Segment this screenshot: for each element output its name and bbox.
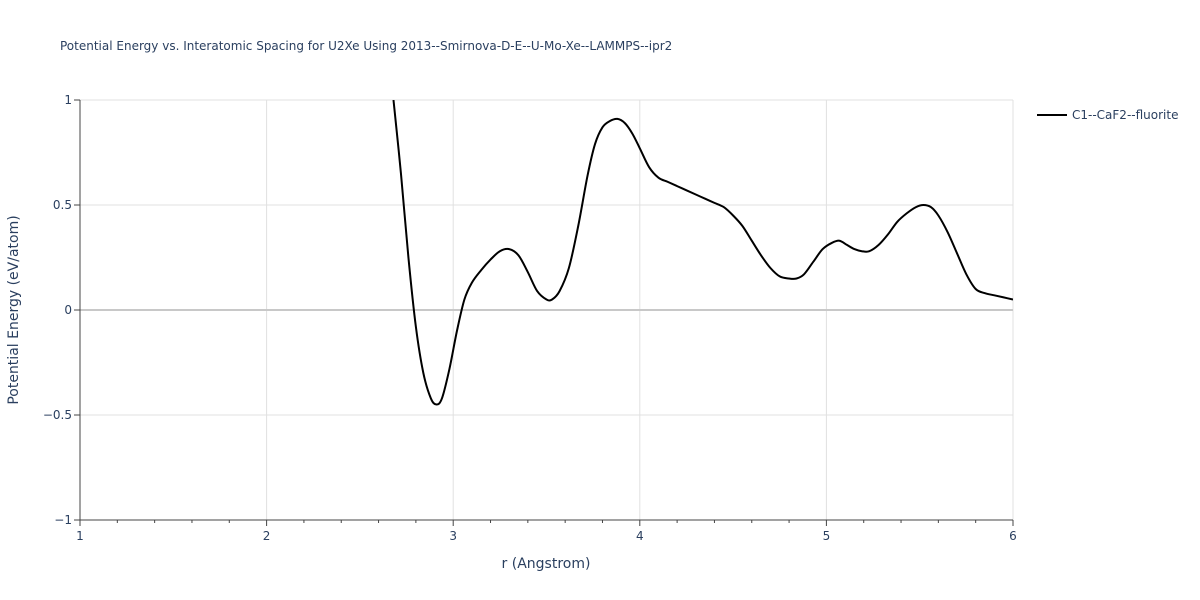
gridlines (80, 99, 1014, 520)
legend-label[interactable]: C1--CaF2--fluorite (1072, 108, 1178, 122)
x-tick-label: 6 (1009, 529, 1017, 543)
chart-title: Potential Energy vs. Interatomic Spacing… (60, 39, 672, 53)
series-line-0 (392, 100, 1013, 406)
y-axis-title: Potential Energy (eV/atom) (6, 215, 22, 404)
x-tick-label: 1 (76, 529, 84, 543)
x-tick-label: 2 (263, 529, 271, 543)
plot-area (392, 100, 1013, 406)
x-tick-label: 4 (636, 529, 644, 543)
x-axis-title: r (Angstrom) (502, 556, 591, 572)
y-tick-label: 0.5 (53, 198, 72, 212)
x-tick-label: 5 (823, 529, 831, 543)
y-tick-label: −0.5 (43, 408, 72, 422)
y-tick-label: 1 (64, 93, 72, 107)
legend[interactable]: C1--CaF2--fluorite (1037, 108, 1178, 122)
axes: 1 2 3 4 5 6 −1 −0.5 0 0.5 1 (43, 93, 1017, 543)
x-tick-label: 3 (449, 529, 457, 543)
y-tick-label: −1 (54, 513, 72, 527)
y-tick-label: 0 (64, 303, 72, 317)
